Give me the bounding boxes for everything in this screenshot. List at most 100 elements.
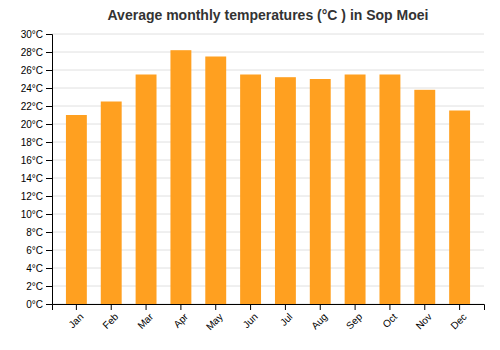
bar xyxy=(101,102,122,305)
y-tick: 2°C xyxy=(26,281,52,292)
x-tick: Sep xyxy=(344,304,365,331)
x-tick: Mar xyxy=(135,304,155,331)
y-tick-mark xyxy=(46,286,52,287)
bar xyxy=(414,90,435,304)
x-tick-mark xyxy=(459,304,460,310)
y-tick-label: 4°C xyxy=(26,263,43,274)
x-tick-label: Apr xyxy=(171,311,190,330)
y-tick-mark xyxy=(46,268,52,269)
x-axis: Jan Feb Mar Apr May Jun Jul Aug Sep Oct Nov Dec xyxy=(53,304,485,332)
y-tick-label: 16°C xyxy=(21,155,43,166)
bar xyxy=(66,115,87,304)
bar xyxy=(345,75,366,305)
x-tick-label: Dec xyxy=(448,311,468,331)
y-tick-label: 20°C xyxy=(21,119,43,130)
y-tick-label: 26°C xyxy=(21,65,43,76)
y-tick-label: 18°C xyxy=(21,137,43,148)
grid xyxy=(52,34,484,304)
x-tick-label: May xyxy=(204,311,225,332)
y-tick-mark xyxy=(46,232,52,233)
x-tick-label: Aug xyxy=(309,311,329,331)
y-tick-mark xyxy=(46,52,52,53)
y-tick-mark xyxy=(46,106,52,107)
bars xyxy=(66,50,470,304)
x-tick-mark xyxy=(250,304,251,310)
bar xyxy=(136,75,157,305)
y-tick: 22°C xyxy=(21,101,52,112)
x-tick-mark xyxy=(355,304,356,310)
y-tick: 18°C xyxy=(21,137,52,148)
x-tick: Feb xyxy=(100,304,120,331)
y-tick: 20°C xyxy=(21,119,52,130)
x-tick-mark xyxy=(285,304,286,310)
bar xyxy=(310,79,331,304)
x-tick: Apr xyxy=(171,304,190,330)
chart: 0°C 2°C 4°C 6°C 8°C 10°C 12°C 14°C 16°C 18°C 20°C 2… xyxy=(0,0,500,350)
grid-line xyxy=(52,88,484,89)
y-tick-mark xyxy=(46,196,52,197)
y-tick-label: 30°C xyxy=(21,29,43,40)
bar xyxy=(275,77,296,304)
x-tick-label: Oct xyxy=(380,311,399,330)
y-tick: 4°C xyxy=(26,263,52,274)
x-tick: Jan xyxy=(66,304,85,330)
x-tick-mark xyxy=(146,304,147,310)
y-tick-label: 2°C xyxy=(26,281,43,292)
y-tick-mark xyxy=(46,88,52,89)
x-tick: Jun xyxy=(241,304,260,330)
grid-line xyxy=(52,70,484,71)
y-tick-mark xyxy=(46,142,52,143)
bar xyxy=(449,111,470,305)
y-tick-label: 24°C xyxy=(21,83,43,94)
y-tick: 28°C xyxy=(21,47,52,58)
x-tick: Dec xyxy=(448,304,468,331)
y-tick-mark xyxy=(46,34,52,35)
y-tick: 0°C xyxy=(26,299,52,310)
x-tick-mark xyxy=(320,304,321,310)
bar xyxy=(240,75,261,305)
y-tick-label: 8°C xyxy=(26,227,43,238)
y-tick-label: 0°C xyxy=(26,299,43,310)
grid-line xyxy=(52,52,484,53)
plot: 0°C 2°C 4°C 6°C 8°C 10°C 12°C 14°C 16°C 18°C 20°C 2… xyxy=(21,29,485,333)
y-tick-mark xyxy=(46,304,52,305)
x-tick-mark xyxy=(215,304,216,310)
x-tick: May xyxy=(204,304,225,332)
y-tick-label: 6°C xyxy=(26,245,43,256)
y-tick: 12°C xyxy=(21,191,52,202)
x-tick-label: Feb xyxy=(100,311,120,331)
y-tick-mark xyxy=(46,70,52,71)
y-tick: 14°C xyxy=(21,173,52,184)
x-tick-label: Sep xyxy=(344,311,365,332)
x-tick: Jul xyxy=(278,304,295,328)
bar xyxy=(205,57,226,305)
x-tick-mark xyxy=(389,304,390,310)
y-tick: 16°C xyxy=(21,155,52,166)
y-tick: 6°C xyxy=(26,245,52,256)
y-tick-label: 10°C xyxy=(21,209,43,220)
y-tick-mark xyxy=(46,178,52,179)
x-tick: Aug xyxy=(309,304,329,331)
x-tick-mark xyxy=(180,304,181,310)
y-tick-label: 14°C xyxy=(21,173,43,184)
x-tick-mark xyxy=(111,304,112,310)
title: Average monthly temperatures (°C ) in So… xyxy=(108,7,429,23)
x-tick: Nov xyxy=(414,304,434,331)
bar xyxy=(379,75,400,305)
y-tick-label: 22°C xyxy=(21,101,43,112)
x-tick-label: Jun xyxy=(241,311,260,330)
x-tick-mark xyxy=(424,304,425,310)
y-tick: 8°C xyxy=(26,227,52,238)
y-tick: 24°C xyxy=(21,83,52,94)
bar xyxy=(170,50,191,304)
x-tick-label: Mar xyxy=(135,311,155,331)
y-tick-mark xyxy=(46,124,52,125)
x-tick-mark xyxy=(76,304,77,310)
grid-line xyxy=(52,34,484,35)
y-axis: 0°C 2°C 4°C 6°C 8°C 10°C 12°C 14°C 16°C 18°C 20°C 2… xyxy=(21,29,53,310)
x-tick-label: Jul xyxy=(278,311,295,328)
x-tick-label: Nov xyxy=(414,311,434,331)
x-tick: Oct xyxy=(380,304,399,330)
y-tick-mark xyxy=(46,250,52,251)
y-tick: 10°C xyxy=(21,209,52,220)
